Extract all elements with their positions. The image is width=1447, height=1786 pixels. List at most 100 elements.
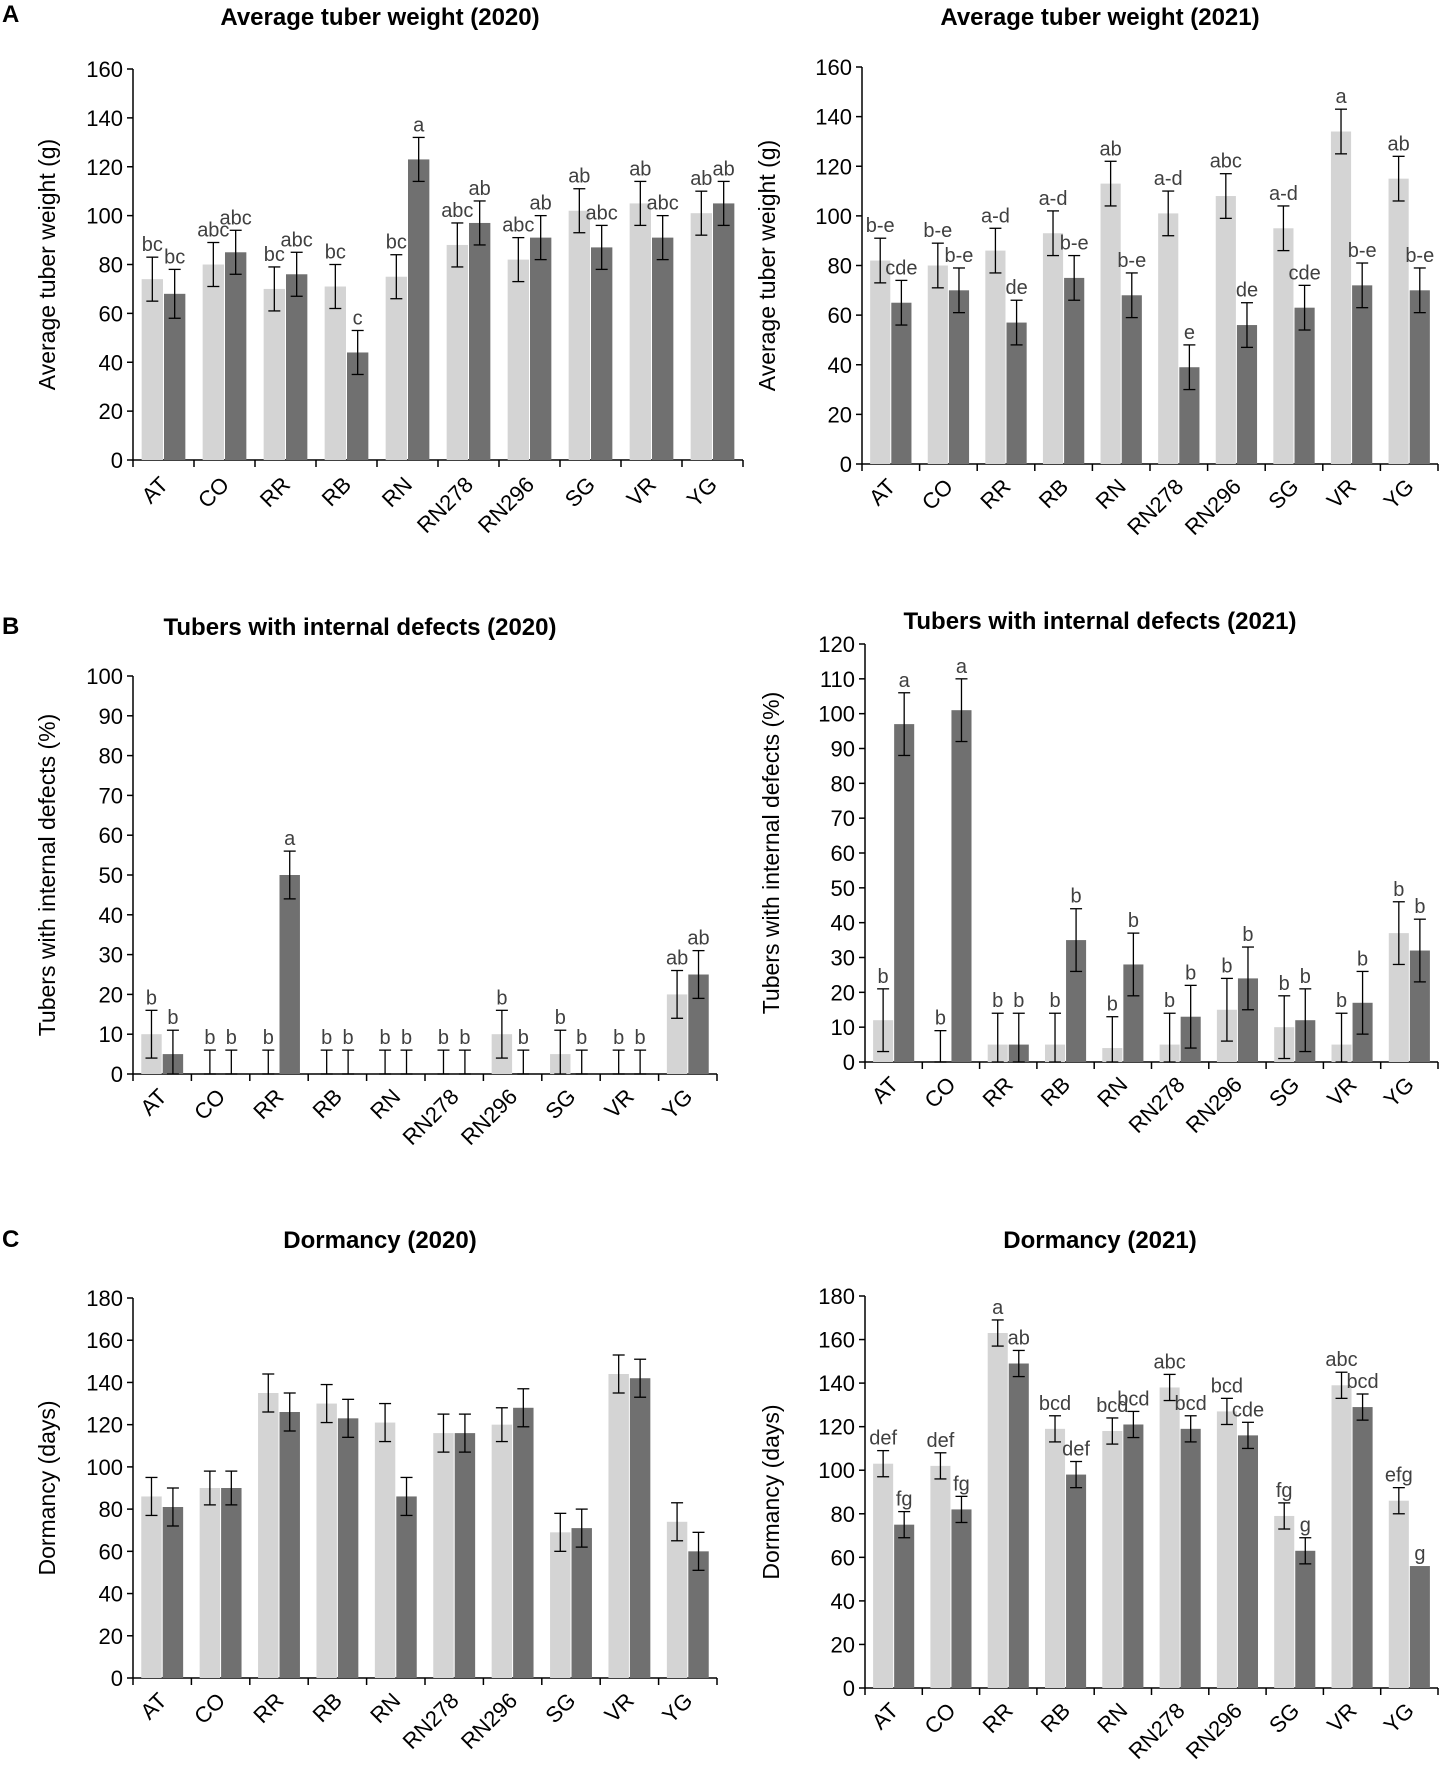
significance-letter: bcd [1117,1388,1149,1410]
x-tick-label: YG [1379,1072,1419,1112]
x-tick-label: CO [917,474,958,515]
y-tick-label: 120 [818,1415,855,1440]
y-tick-label: 140 [818,1371,855,1396]
bar-light [316,1403,337,1678]
significance-letter: a [992,1297,1004,1319]
bar-light [507,259,529,460]
bar-dark [279,1412,300,1678]
y-axis-label: Tubers with internal defects (%) [758,692,784,1015]
y-tick-label: 160 [818,1328,855,1353]
significance-letter: b [1242,924,1253,946]
bar-dark [513,1407,534,1678]
significance-letter: ab [713,158,735,180]
bar-dark [1006,322,1027,464]
y-tick-label: 80 [831,1502,855,1527]
chart-5: Dormancy (2020) Dormancy (days) 0 20 40 60 80 1… [34,1227,718,1754]
y-tick-label: 70 [831,806,855,831]
bar-light [1042,233,1064,464]
y-tick-label: 80 [831,771,855,796]
significance-letter: a [413,114,425,136]
bar-light [873,1463,894,1688]
bar-dark [1123,1424,1144,1688]
x-tick-label: RN [1092,1698,1132,1738]
significance-letter: bcd [1096,1395,1128,1417]
significance-letter: b [613,1027,624,1049]
x-tick-label: RN296 [456,1688,522,1754]
chart-title: Tubers with internal defects (2020) [164,614,557,641]
significance-letter: cde [885,257,917,279]
y-tick-label: 140 [86,106,123,131]
x-tick-label: RN278 [412,472,478,538]
x-tick-label: RB [308,1688,347,1727]
bar-light [141,1496,162,1678]
bar-light [568,210,590,460]
bar-dark [652,237,674,460]
significance-letter: b-e [923,220,952,242]
x-tick-label: CO [919,1072,960,1113]
y-tick-label: 140 [86,1370,123,1395]
y-tick-label: 0 [843,1050,855,1075]
bar-dark [1409,290,1430,464]
bar-dark [1180,1428,1201,1688]
bar-dark [1237,1435,1259,1688]
bar-dark [1179,367,1200,464]
significance-letter: fg [1276,1480,1293,1502]
bar-dark [1237,978,1259,1062]
significance-letter: abc [1325,1349,1357,1371]
bar-dark [1352,285,1373,464]
bar-dark [1352,1407,1373,1688]
bar-light [446,244,468,460]
bar-dark [688,974,709,1074]
x-tick-label: RR [975,474,1015,514]
x-tick-label: YG [682,472,722,512]
x-tick-label: YG [1379,474,1419,514]
significance-letter: b [1300,966,1311,988]
y-tick-label: 100 [818,1458,855,1483]
y-tick-label: 40 [99,1582,123,1607]
significance-letter: b [1071,886,1082,908]
bar-light [987,1333,1008,1688]
significance-letter: a [1335,86,1347,108]
significance-letter: a-d [1269,183,1298,205]
x-tick-label: RB [317,472,356,511]
x-tick-label: VR [1322,1698,1361,1737]
bar-light [1273,228,1294,464]
significance-letter: b [1336,990,1347,1012]
significance-letter: b [992,990,1003,1012]
x-tick-label: AT [137,472,173,508]
y-tick-label: 80 [99,1497,123,1522]
y-tick-label: 20 [99,399,123,424]
bar-light [608,1374,629,1678]
significance-letter: bc [142,234,163,256]
significance-letter: b [380,1027,391,1049]
significance-letter: b [167,1007,178,1029]
significance-letter: ab [1008,1327,1030,1349]
x-tick-label: YG [657,1688,697,1728]
significance-letter: fg [896,1489,913,1511]
bar-dark [337,1418,359,1678]
bar-dark [408,159,430,460]
y-tick-label: 60 [831,841,855,866]
y-tick-label: 20 [831,1632,855,1657]
significance-letter: de [1005,277,1027,299]
bar-dark [1123,964,1144,1062]
y-tick-label: 60 [99,1539,123,1564]
x-tick-label: CO [189,1084,230,1125]
significance-letter: efg [1385,1465,1413,1487]
x-tick-label: SG [1264,1698,1304,1738]
significance-letter: b [204,1027,215,1049]
x-tick-label: RB [1036,1072,1075,1111]
significance-letter: cde [1288,262,1320,284]
x-tick-label: AT [135,1688,171,1724]
bar-light [263,288,285,460]
significance-letter: b [1185,962,1196,984]
y-axis-label: Average tuber weight (g) [754,140,780,391]
y-tick-label: 60 [99,301,123,326]
significance-letter: e [1184,322,1195,344]
significance-letter: b [343,1027,354,1049]
bar-light [1216,1411,1237,1688]
y-tick-label: 40 [831,1589,855,1614]
significance-letter: a [899,670,911,692]
bar-light [1331,1385,1352,1688]
x-tick-label: RN278 [1124,1072,1190,1138]
